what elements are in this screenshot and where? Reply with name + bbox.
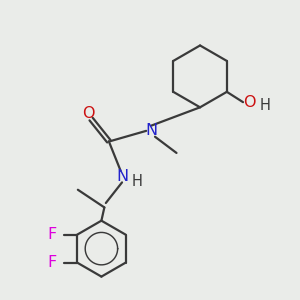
Text: F: F	[47, 255, 57, 270]
Text: O: O	[243, 95, 256, 110]
Text: F: F	[47, 227, 57, 242]
Text: H: H	[260, 98, 271, 113]
Text: H: H	[131, 174, 142, 189]
Text: O: O	[82, 106, 94, 121]
Text: N: N	[116, 169, 128, 184]
Text: N: N	[146, 123, 158, 138]
